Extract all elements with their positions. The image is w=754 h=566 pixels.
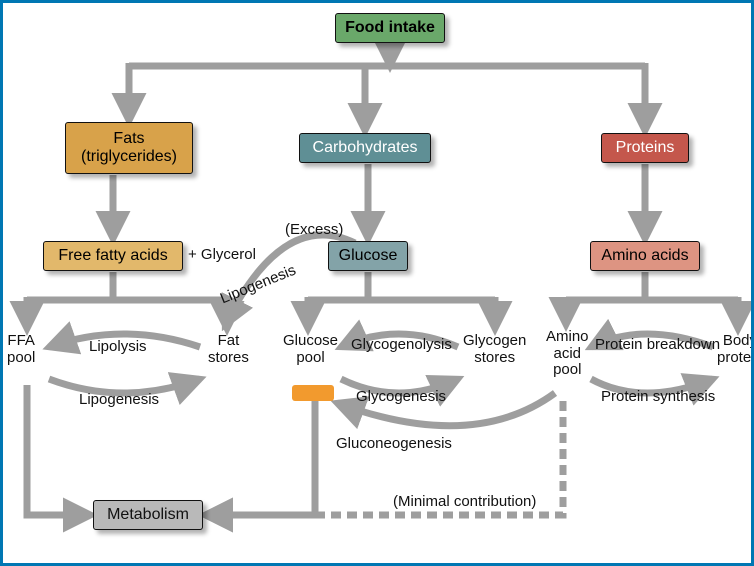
- diagram-canvas: Food intake Fats (triglycerides) Carbohydr…: [0, 0, 754, 566]
- node-food: Food intake: [335, 13, 445, 43]
- label-ffa_pool: FFA pool: [7, 333, 35, 366]
- node-glucose: Glucose: [328, 241, 408, 271]
- label-prot_synth: Protein synthesis: [601, 388, 715, 405]
- node-fats: Fats (triglycerides): [65, 122, 193, 174]
- label-glycogenolysis: Glycogenolysis: [351, 336, 452, 353]
- label-glucose_pool: Glucose pool: [283, 333, 338, 366]
- label-lipogenesis: Lipogenesis: [79, 391, 159, 408]
- node-orange: [292, 385, 334, 401]
- label-lipogenesis_mid: Lipogenesis: [218, 262, 299, 308]
- label-lipolysis: Lipolysis: [89, 338, 147, 355]
- label-prot_breakdown: Protein breakdown: [595, 336, 720, 353]
- label-glycogenesis: Glycogenesis: [356, 388, 446, 405]
- label-glycogen_stores: Glycogen stores: [463, 333, 526, 366]
- node-ffa: Free fatty acids: [43, 241, 183, 271]
- node-amino: Amino acids: [590, 241, 700, 271]
- node-metab: Metabolism: [93, 500, 203, 530]
- label-glycerol: + Glycerol: [188, 246, 256, 263]
- label-excess: (Excess): [285, 221, 343, 238]
- label-amino_pool: Amino acid pool: [546, 329, 589, 379]
- edges-layer: [3, 3, 751, 563]
- label-min_contrib: (Minimal contribution): [393, 493, 536, 510]
- node-carbs: Carbohydrates: [299, 133, 431, 163]
- edge-glupool-to-metab: [205, 401, 315, 515]
- label-fat_stores: Fat stores: [208, 333, 249, 366]
- node-proteins: Proteins: [601, 133, 689, 163]
- label-body_protein: Body protein: [717, 333, 754, 366]
- label-gluconeo: Gluconeogenesis: [336, 435, 452, 452]
